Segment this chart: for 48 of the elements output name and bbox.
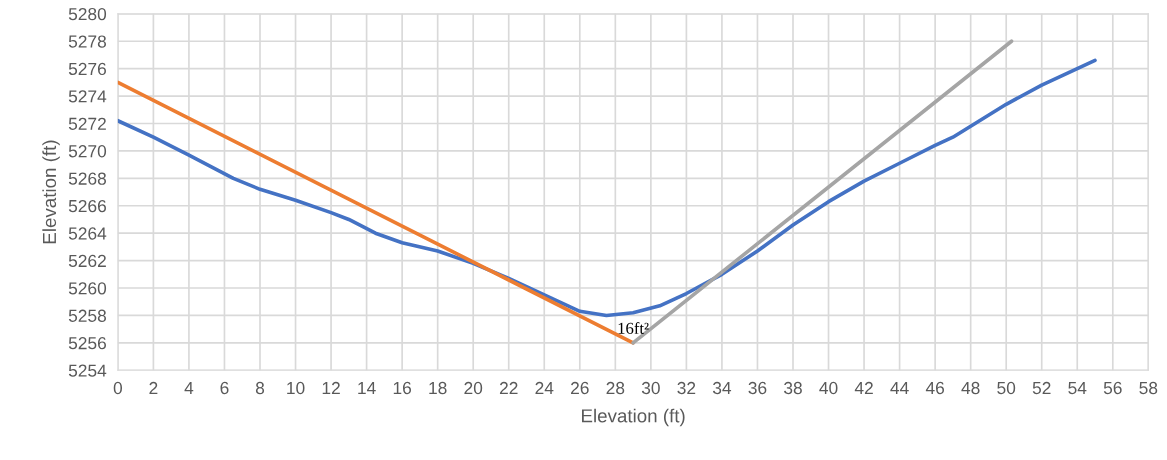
y-tick-label: 5278 [68, 35, 106, 48]
x-tick-label: 14 [358, 382, 376, 394]
x-tick-label: 8 [255, 381, 265, 395]
y-tick-label: 5276 [68, 62, 106, 76]
x-tick-label: 58 [1139, 381, 1158, 395]
x-tick-label: 44 [890, 382, 909, 394]
x-tick-label: 10 [287, 381, 305, 395]
line-series [117, 58, 1097, 318]
x-tick-label: 34 [712, 381, 732, 395]
x-tick-label: 32 [677, 381, 696, 395]
x-tick-label: 0 [113, 381, 123, 395]
y-tick-label: 5260 [68, 282, 107, 295]
y-tick-label: 5262 [68, 254, 106, 268]
y-tick-label: 5258 [68, 309, 106, 322]
annotation: 16ft² [618, 322, 649, 334]
y-tick-label: 5264 [68, 227, 107, 240]
x-tick-label: 22 [499, 381, 518, 394]
y-tick-label: 5270 [68, 145, 107, 158]
x-tick-label: 24 [535, 381, 554, 394]
y-tick-label: 5266 [68, 199, 106, 213]
x-tick-label: 46 [925, 381, 945, 395]
y-tick-label: 5268 [68, 172, 106, 185]
y-tick-label: 5272 [68, 117, 106, 130]
y-tick-label: 5280 [68, 7, 107, 21]
x-tick-label: 52 [1032, 381, 1051, 395]
x-tick-label: 6 [220, 381, 229, 395]
x-tick-label: 12 [322, 381, 340, 394]
y-tick-label: 5254 [68, 364, 107, 377]
x-tick-label: 26 [571, 381, 589, 395]
x-tick-label: 40 [819, 381, 838, 395]
x-tick-label: 20 [464, 381, 483, 395]
y-tick-label: 5274 [68, 90, 107, 103]
x-tick-label: 4 [184, 382, 194, 394]
x-tick-label: 36 [748, 381, 767, 395]
x-tick-label: 48 [961, 381, 980, 395]
x-tick-label: 38 [784, 381, 802, 395]
x-tick-label: 42 [854, 381, 873, 394]
x-tick-label: 18 [429, 381, 447, 395]
y-tick-label: 5256 [68, 337, 106, 350]
x-tick-label: 54 [1068, 382, 1087, 395]
x-tick-label: 2 [149, 381, 158, 394]
x-axis-title: Elevation (ft) [582, 408, 685, 427]
x-tick-label: 56 [1103, 381, 1122, 395]
y-axis-title: Elevation (ft) [42, 140, 60, 244]
x-tick-label: 30 [641, 381, 660, 395]
x-tick-label: 28 [606, 381, 625, 395]
x-tick-label: 16 [393, 381, 412, 395]
x-tick-label: 50 [997, 381, 1016, 395]
